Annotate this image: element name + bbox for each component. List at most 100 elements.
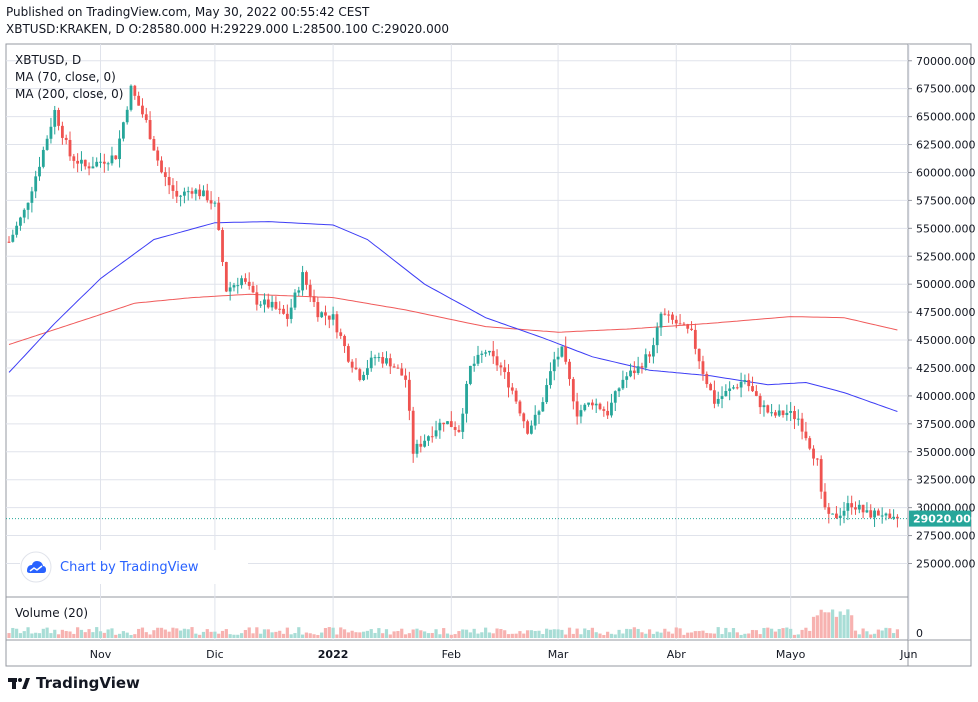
volume-bar [270,632,274,638]
volume-bar [175,628,179,638]
volume-bar [472,628,476,638]
candle-body [167,176,171,186]
candle-body [709,384,712,391]
candle-body [270,301,274,308]
candle-body [278,308,282,310]
volume-bar [354,632,358,638]
candle-body [369,357,373,369]
volume-bar [613,634,617,638]
tradingview-logo-icon [8,678,30,689]
candle-body [583,404,587,411]
volume-bar [663,628,667,638]
volume-bar [762,627,766,638]
candle-body [526,421,529,434]
price-tick-label: 35000.000 [916,446,976,459]
candle-body [442,422,446,425]
volume-bar [678,628,682,638]
candle-body [869,510,873,518]
last-price-badge [909,510,971,527]
volume-bar [876,629,880,638]
volume-bar [76,627,80,638]
candle-body [716,398,720,404]
volume-bar [777,628,781,638]
candle-body [121,122,125,139]
volume-bar [407,633,411,638]
volume-bar [201,631,206,638]
time-tick-label: Dic [206,648,224,661]
volume-bar [747,633,751,638]
volume-bar [26,627,30,638]
volume-bar [586,630,591,638]
candle-body [396,367,400,369]
candle-body [247,281,251,286]
ma200-line [8,293,898,345]
candle-body [274,301,278,309]
candle-body [152,139,156,151]
volume-bar [716,627,720,638]
candle-body [102,161,106,164]
volume-bar [754,630,758,638]
candle-body [144,114,148,121]
volume-bar [617,629,621,638]
candle-body [163,172,167,177]
chart-by-tradingview-badge[interactable]: Chart by TradingView [20,550,248,584]
candle-body [590,402,594,406]
volume-bar [117,633,122,638]
volume-bar [869,634,873,638]
candle-body [415,443,419,454]
candle-body [190,191,194,194]
volume-bar [800,629,804,638]
volume-bar [259,633,263,638]
candle-body [411,410,415,454]
candle-body [301,272,305,291]
candle-body [777,410,781,416]
candle-body [53,109,57,127]
legend-ma70[interactable]: MA (70, close, 0) [15,70,116,84]
candles [7,84,899,528]
published-caption: Published on TradingView.com, May 30, 20… [6,5,370,19]
volume-bar [156,627,160,638]
volume-bar [560,629,564,638]
candle-body [400,368,404,376]
volume-bar [571,633,575,638]
price-tick-label: 57500.000 [916,194,976,207]
candle-body [305,272,308,285]
volume-bar [358,632,362,638]
candle-body [472,363,476,366]
volume-bar [789,628,793,638]
candle-body [510,387,514,391]
candle-body [392,366,396,368]
candle-body [701,361,705,374]
price-tick-label: 55000.000 [916,222,976,235]
candle-body [663,313,667,315]
volume-bar [79,629,84,638]
candle-body [213,202,217,204]
volume-bar [182,628,186,638]
volume-bar [41,628,45,638]
candle-body [815,458,819,460]
candle-body [842,510,846,516]
candle-body [26,202,30,210]
volume-bar [369,629,373,638]
candle-body [160,160,163,173]
volume-bar [255,627,259,638]
volume-pane-label[interactable]: Volume (20) [15,606,89,620]
volume-bar [808,630,812,638]
candle-body [68,139,72,157]
candle-body [739,381,743,388]
volume-bar [640,632,644,638]
volume-bar [278,630,282,638]
candle-body [266,299,270,308]
candle-body [819,459,823,492]
volume-bar [525,630,530,638]
volume-bar [434,629,438,638]
volume-bar [98,631,103,638]
candle-body [468,365,472,384]
candle-body [453,427,457,430]
legend-ma200[interactable]: MA (200, close, 0) [15,87,124,101]
candle-body [613,391,617,403]
candle-body [232,285,236,288]
volume-bar [758,634,762,638]
badge-label[interactable]: Chart by TradingView [60,559,199,575]
